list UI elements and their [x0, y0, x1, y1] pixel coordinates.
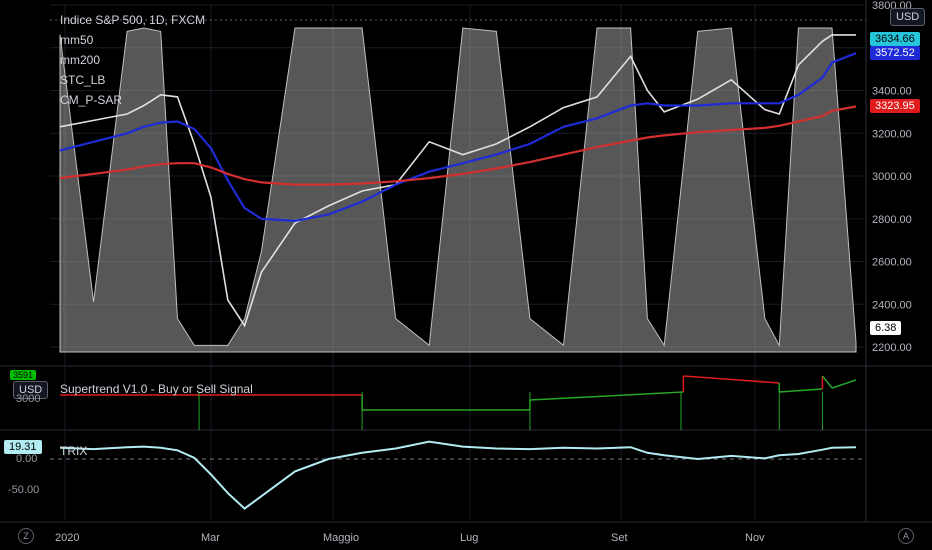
- x-tick-label: Set: [611, 532, 628, 544]
- stc-lb-area: [50, 19, 866, 353]
- supertrend-segment: [821, 375, 833, 389]
- currency-button[interactable]: USD: [890, 8, 926, 26]
- y-tick-label: 3200.00: [872, 128, 912, 140]
- stc-value-badge: 6.38: [870, 321, 902, 335]
- log-scale-icon[interactable]: Z: [18, 528, 34, 544]
- y-tick-label: 3400.00: [872, 86, 912, 98]
- supertrend-pane: [60, 375, 857, 430]
- indicator-mm200[interactable]: mm200: [60, 53, 101, 67]
- supertrend-partial-label: 3591: [10, 370, 37, 380]
- x-tick-label: Mar: [201, 532, 220, 544]
- supertrend-title[interactable]: Supertrend V1.0 - Buy or Sell Signal: [60, 382, 253, 396]
- trix-tick-minus50: -50.00: [8, 484, 40, 496]
- series-line-s-p-500: [59, 34, 856, 328]
- supertrend-tick: 3000: [16, 393, 41, 405]
- supertrend-segment: [529, 391, 684, 401]
- price-lines: [59, 34, 857, 328]
- series-line-mm200: [59, 105, 857, 186]
- indicator-cm-psar[interactable]: CM_P-SAR: [60, 93, 123, 107]
- auto-scale-icon[interactable]: A: [898, 528, 914, 544]
- x-tick-label: 2020: [55, 532, 79, 544]
- series-line-mm50: [59, 52, 857, 223]
- symbol-title[interactable]: Indice S&P 500, 1D, FXCM: [60, 13, 206, 27]
- stc-lb-area-path: [59, 27, 857, 353]
- chart-legend: Indice S&P 500, 1D, FXCM mm50 mm200 STC_…: [60, 10, 205, 110]
- y-tick-label: 2800.00: [872, 214, 912, 226]
- price-badge-last: 3634.66: [870, 32, 920, 47]
- x-tick-label: Lug: [460, 532, 478, 544]
- supertrend-segment: [831, 379, 857, 389]
- y-tick-label: 3000.00: [872, 171, 912, 183]
- trix-pane: [50, 440, 866, 510]
- x-tick-label: Maggio: [323, 532, 359, 544]
- supertrend-currency-button[interactable]: USD: [13, 381, 49, 399]
- indicator-stc-lb[interactable]: STC_LB: [60, 73, 106, 87]
- supertrend-segment: [683, 375, 780, 384]
- y-tick-label: 2600.00: [872, 257, 912, 269]
- trix-line: [59, 440, 857, 510]
- trix-value-badge: 19.31: [4, 440, 42, 454]
- y-tick-label: 2400.00: [872, 299, 912, 311]
- price-badge-mm200: 3323.95: [870, 98, 920, 113]
- indicator-mm50[interactable]: mm50: [60, 33, 94, 47]
- x-tick-label: Nov: [745, 532, 765, 544]
- trix-title[interactable]: TRIX: [60, 444, 88, 458]
- supertrend-segment: [779, 388, 823, 393]
- price-badge-mm50: 3572.52: [870, 45, 920, 60]
- y-tick-label: 2200.00: [872, 342, 912, 354]
- trix-tick-zero: 0.00: [16, 453, 38, 465]
